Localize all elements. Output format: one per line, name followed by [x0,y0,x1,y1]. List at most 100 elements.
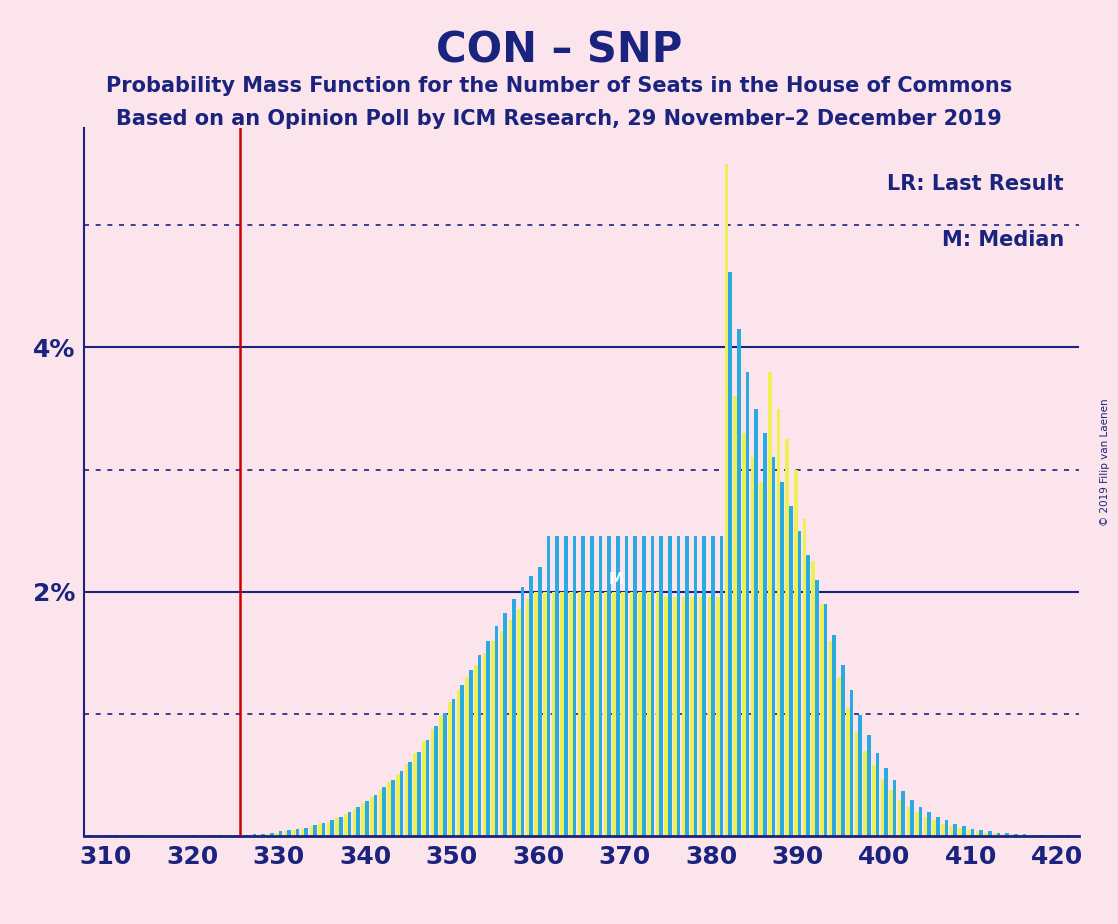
Bar [923,817,928,836]
Text: Probability Mass Function for the Number of Seats in the House of Commons: Probability Mass Function for the Number… [106,76,1012,96]
Bar [503,613,508,836]
Bar [963,826,966,836]
Bar [136,835,140,836]
Bar [495,626,499,836]
Bar [154,835,158,836]
Bar [620,592,625,836]
Bar [145,835,149,836]
Bar [408,761,411,836]
Bar [1083,835,1087,836]
Bar [893,780,897,836]
Bar [837,677,841,836]
Bar [794,469,797,836]
Bar [1092,835,1096,836]
Bar [396,774,399,836]
Bar [682,597,685,836]
Bar [889,790,893,836]
Bar [434,726,438,836]
Bar [607,536,610,836]
Bar [249,835,253,836]
Bar [174,835,179,836]
Bar [357,807,360,836]
Bar [1027,835,1031,836]
Bar [538,567,542,836]
Bar [253,833,256,836]
Bar [105,835,110,836]
Bar [552,592,556,836]
Bar [819,604,824,836]
Bar [928,812,931,836]
Bar [812,561,815,836]
Bar [1058,835,1061,836]
Bar [708,597,711,836]
Bar [240,835,244,836]
Bar [932,821,936,836]
Bar [846,708,850,836]
Bar [1062,835,1065,836]
Bar [651,536,654,836]
Bar [292,830,296,836]
Bar [149,835,152,836]
Bar [227,835,230,836]
Bar [132,835,135,836]
Bar [387,783,391,836]
Bar [287,830,291,836]
Bar [655,592,660,836]
Bar [123,835,126,836]
Bar [452,699,455,836]
Bar [521,587,524,836]
Bar [547,536,550,836]
Text: LR: Last Result: LR: Last Result [888,174,1064,194]
Bar [866,735,871,836]
Bar [1023,833,1026,836]
Bar [742,433,746,836]
Bar [616,536,619,836]
Bar [335,818,339,836]
Bar [629,592,633,836]
Bar [764,433,767,836]
Bar [590,536,594,836]
Text: M: M [608,572,624,587]
Bar [461,685,464,836]
Bar [102,835,105,836]
Bar [158,835,161,836]
Bar [448,702,452,836]
Bar [483,653,486,836]
Bar [275,833,278,836]
Bar [907,807,910,836]
Bar [884,768,888,836]
Bar [269,833,274,836]
Bar [140,835,144,836]
Bar [910,799,913,836]
Bar [1014,833,1017,836]
Bar [1011,833,1014,836]
Bar [235,835,239,836]
Bar [746,371,749,836]
Bar [711,536,714,836]
Bar [859,715,862,836]
Bar [850,689,853,836]
Bar [127,835,132,836]
Bar [209,835,212,836]
Bar [633,536,637,836]
Bar [984,833,988,836]
Bar [815,579,818,836]
Bar [491,640,495,836]
Bar [901,791,906,836]
Bar [530,576,533,836]
Bar [841,665,844,836]
Bar [875,753,879,836]
Bar [465,677,468,836]
Bar [854,733,859,836]
Bar [1065,835,1070,836]
Bar [509,620,512,836]
Bar [304,828,309,836]
Bar [353,809,357,836]
Bar [180,835,183,836]
Bar [192,835,196,836]
Bar [803,518,806,836]
Bar [1080,835,1083,836]
Bar [581,536,585,836]
Bar [569,592,572,836]
Bar [863,750,866,836]
